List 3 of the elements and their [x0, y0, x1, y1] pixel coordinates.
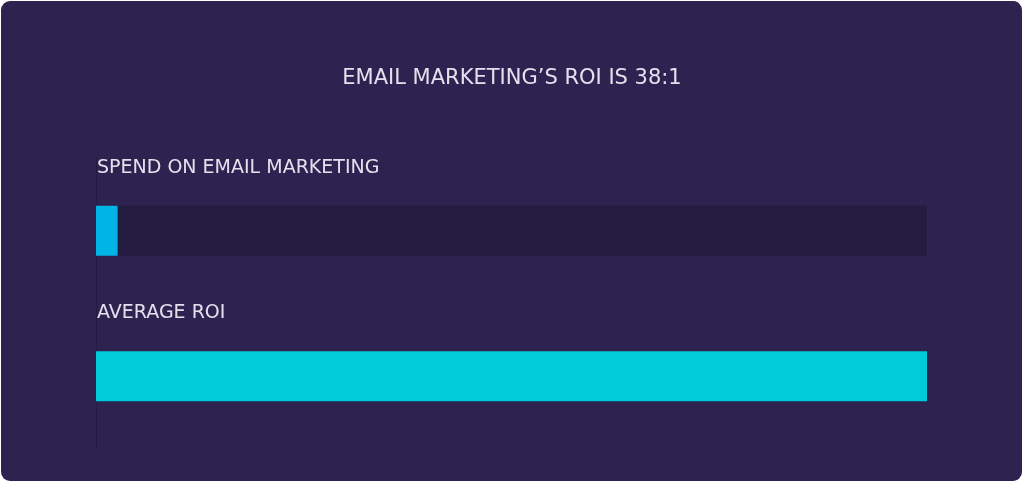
y-tick-label: SPEND ON EMAIL MARKETING: [97, 154, 380, 177]
chart-title: EMAIL MARKETING’S ROI IS 38:1: [342, 64, 682, 89]
y-tick-label: AVERAGE ROI: [97, 300, 226, 323]
